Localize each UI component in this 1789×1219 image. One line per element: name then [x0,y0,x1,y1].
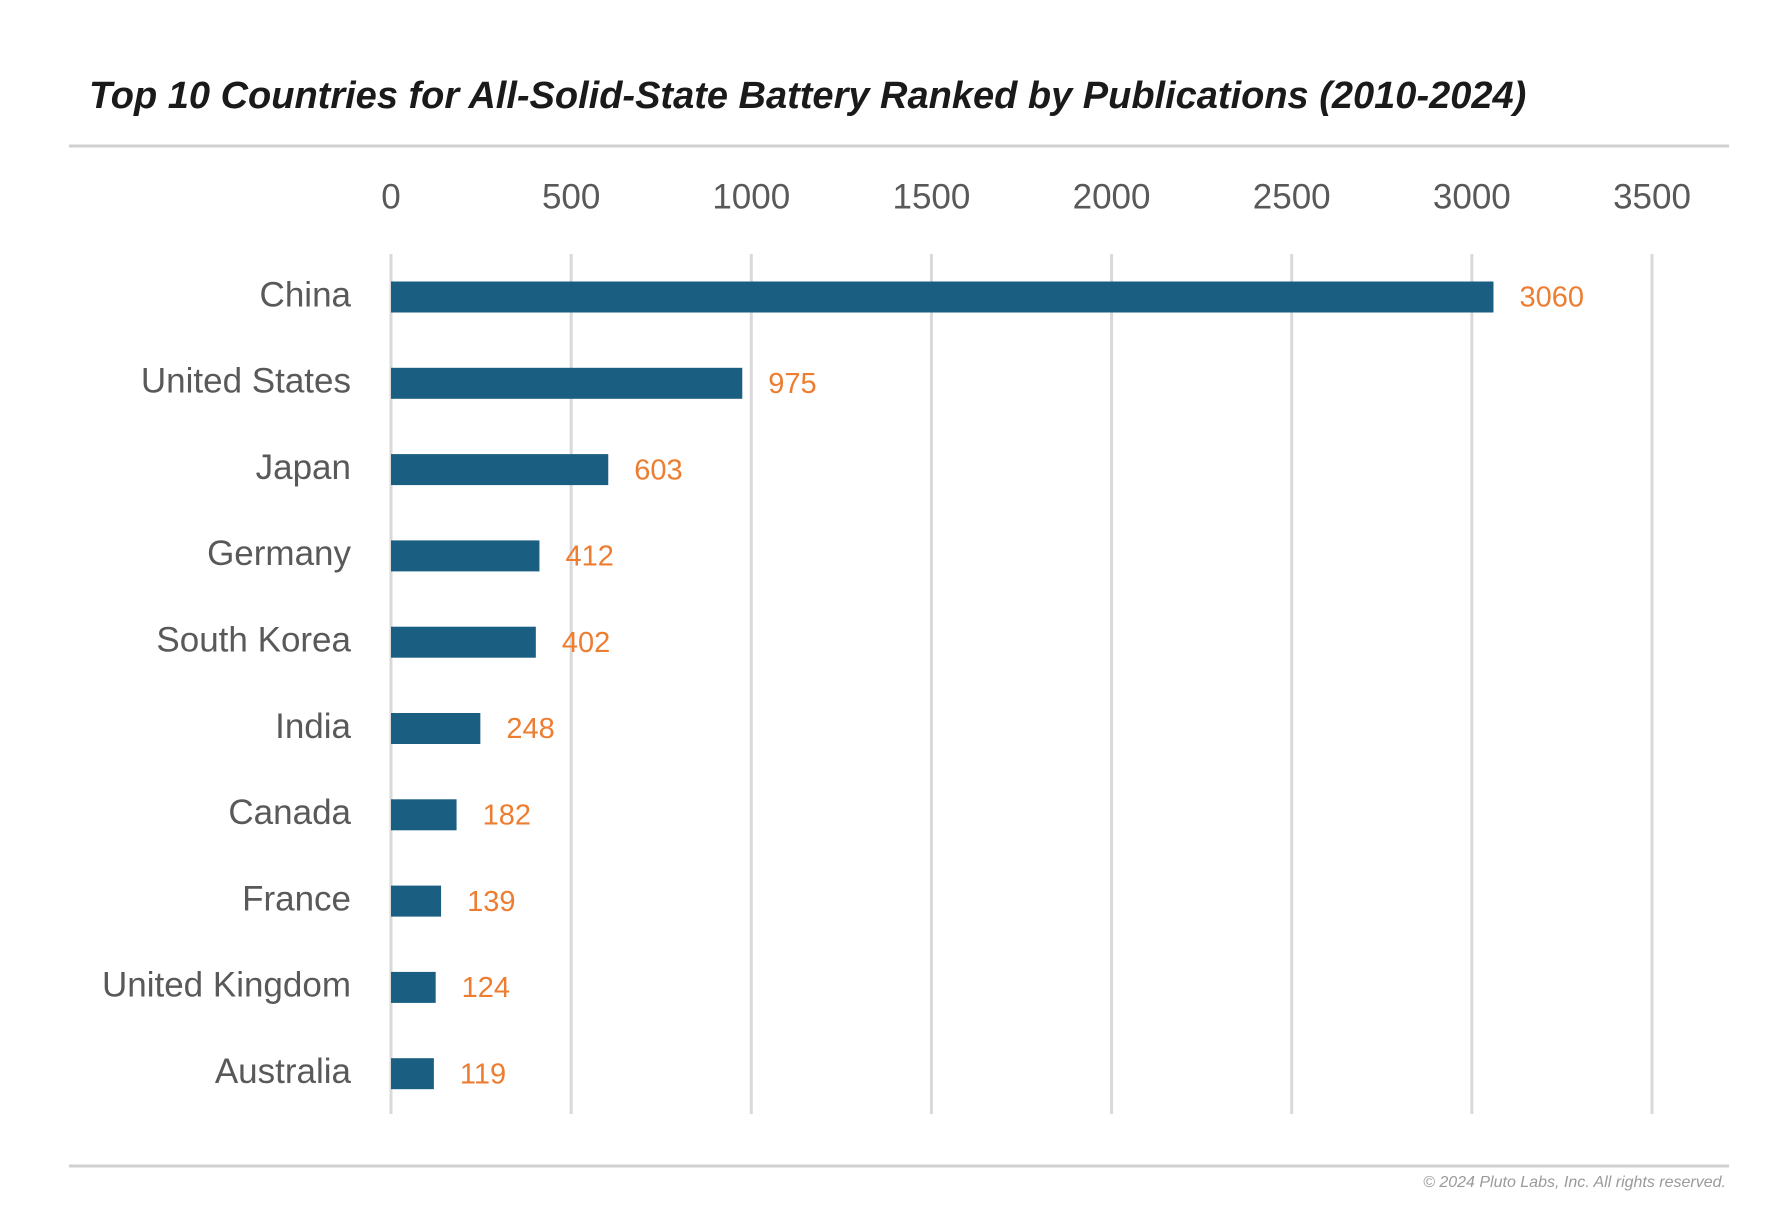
data-label: 975 [768,368,816,400]
y-tick-label: Japan [256,448,351,487]
data-label: 3060 [1519,282,1584,314]
chart-title: Top 10 Countries for All-Solid-State Bat… [89,75,1526,117]
x-tick-label: 3000 [1433,177,1511,216]
data-label: 124 [462,972,510,1004]
bar [391,454,609,486]
y-tick-label: Australia [215,1052,352,1091]
x-tick-label: 1500 [892,177,970,216]
bar [391,1058,434,1090]
bar [391,626,536,658]
bar [391,540,540,572]
x-tick-label: 1000 [712,177,790,216]
bar [391,367,743,399]
y-tick-label: United States [141,362,351,401]
bar [391,971,436,1003]
data-label: 182 [483,799,531,831]
x-tick-label: 0 [381,177,400,216]
y-tick-label: India [275,707,351,746]
footnote: © 2024 Pluto Labs, Inc. All rights reser… [1423,1174,1726,1191]
bar [391,281,1494,313]
y-tick-label: Germany [207,534,351,573]
x-tick-label: 2000 [1073,177,1151,216]
y-tick-label: United Kingdom [102,966,351,1005]
x-tick-label: 3500 [1613,177,1691,216]
x-tick-label: 500 [542,177,600,216]
data-label: 603 [634,454,682,486]
y-tick-label: South Korea [156,620,351,659]
data-label: 139 [467,886,515,918]
y-tick-label: China [260,275,352,314]
bar [391,799,457,831]
bar [391,713,481,744]
bar [391,885,442,917]
data-label: 402 [562,627,610,659]
y-tick-label: Canada [228,793,351,832]
data-label: 119 [460,1058,506,1090]
x-tick-label: 2500 [1253,177,1331,216]
y-tick-label: France [242,879,351,918]
data-label: 248 [506,713,554,745]
data-label: 412 [565,541,613,573]
